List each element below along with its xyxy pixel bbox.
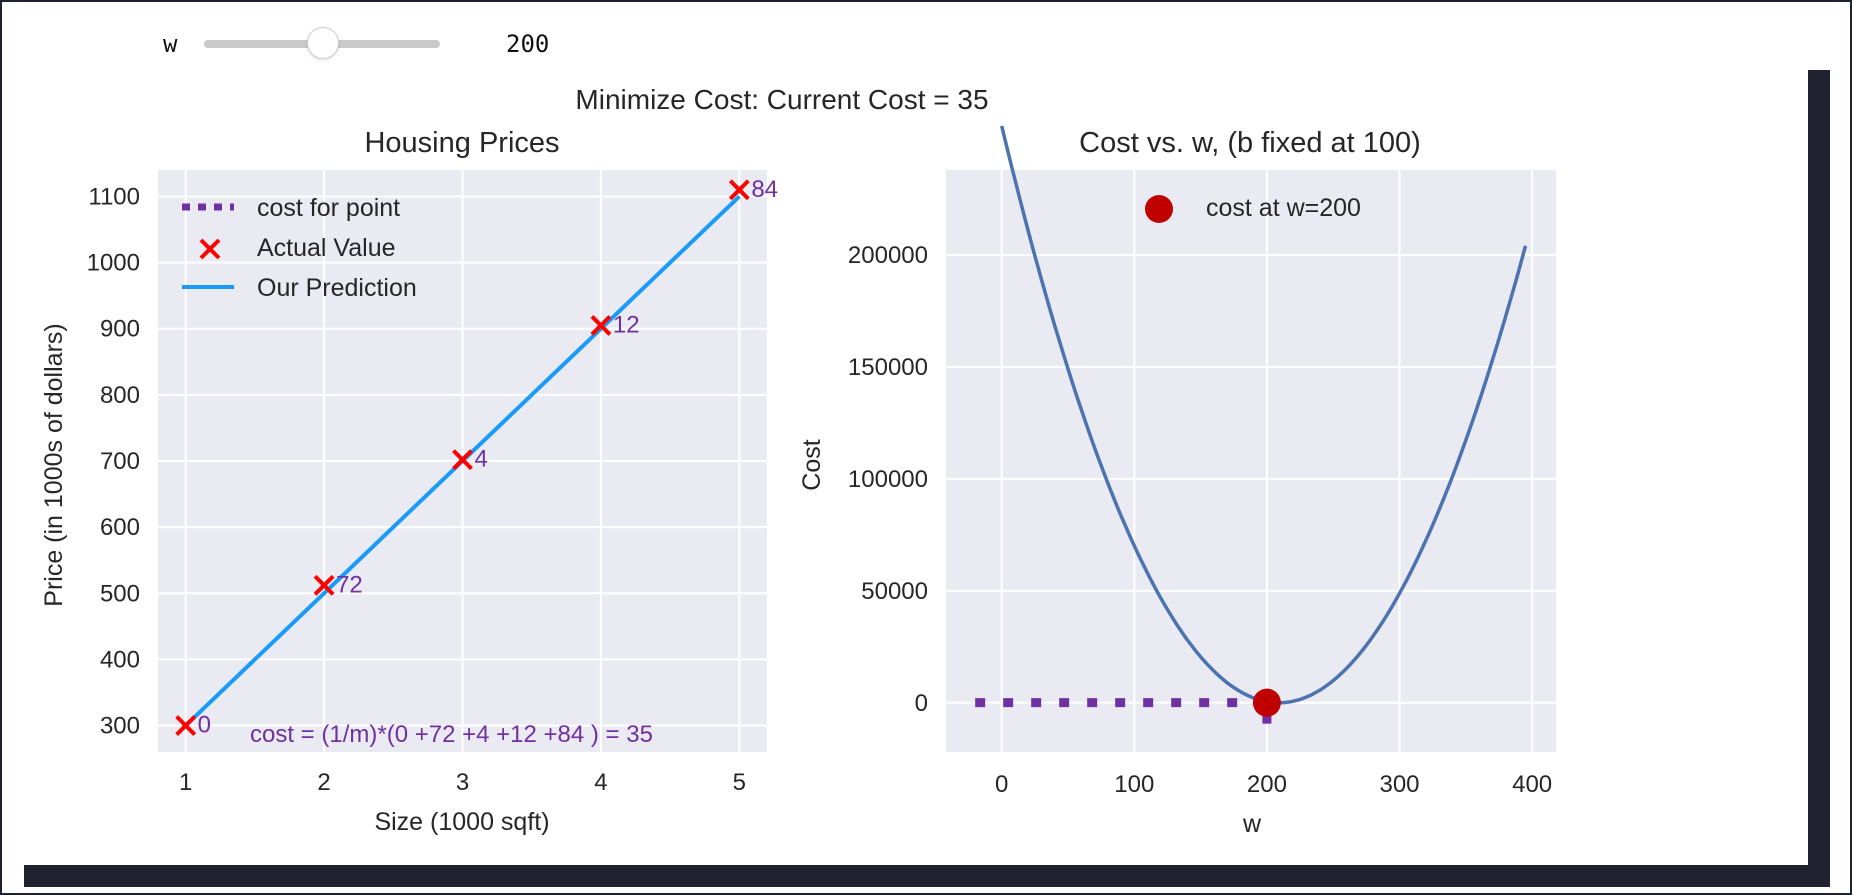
cost-legend: cost at w=200 — [1145, 194, 1361, 223]
point-cost-label: 72 — [336, 571, 363, 598]
y-tick-label: 1000 — [87, 250, 140, 277]
point-cost-labels: 0 72 4 12 84 — [198, 176, 778, 739]
x-tick-label: 300 — [1379, 771, 1419, 798]
y-tick-label: 200000 — [848, 242, 928, 269]
housing-legend: cost for point Actual Value Our Predicti… — [182, 194, 417, 302]
w-slider-widget: w 200 — [0, 10, 700, 59]
legend-prediction-label: Our Prediction — [257, 274, 417, 302]
legend-cost-point-label: cost at w=200 — [1206, 194, 1361, 222]
x-tick-label: 100 — [1114, 771, 1154, 798]
housing-y-ticks: 300 400 500 600 700 800 900 1000 1100 — [87, 183, 140, 739]
w-slider-readout: 200 — [506, 30, 550, 58]
point-cost-label: 4 — [475, 446, 488, 473]
point-cost-label: 0 — [198, 712, 211, 739]
y-tick-label: 800 — [100, 382, 140, 409]
actual-value-markers — [175, 179, 750, 736]
housing-x-ticks: 1 2 3 4 5 — [179, 769, 746, 796]
y-tick-label: 0 — [915, 690, 928, 717]
x-tick-label: 400 — [1512, 771, 1552, 798]
actual-value-marker — [728, 179, 750, 201]
cost-y-ticks: 0 50000 100000 150000 200000 — [848, 242, 928, 717]
w-slider-thumb[interactable] — [307, 27, 339, 59]
x-tick-label: 0 — [995, 771, 1008, 798]
x-tick-label: 4 — [594, 769, 607, 796]
legend-actual-label: Actual Value — [257, 234, 396, 262]
cost-grid — [946, 170, 1556, 752]
housing-ylabel: Price (in 1000s of dollars) — [40, 323, 68, 606]
legend-cost-label: cost for point — [257, 194, 400, 222]
cost-x-ticks: 0 100 200 300 400 — [995, 771, 1552, 798]
x-tick-label: 1 — [179, 769, 192, 796]
actual-value-marker — [452, 449, 473, 471]
actual-value-marker — [175, 715, 197, 736]
point-cost-label: 12 — [613, 311, 640, 338]
y-tick-label: 1100 — [88, 183, 140, 210]
y-tick-label: 400 — [100, 646, 140, 673]
cost-axes-background — [946, 170, 1556, 752]
y-tick-label: 900 — [100, 316, 140, 343]
y-tick-label: 600 — [100, 514, 140, 541]
x-tick-label: 2 — [317, 769, 330, 796]
y-tick-label: 700 — [100, 448, 140, 475]
y-tick-label: 150000 — [848, 354, 928, 381]
cost-xlabel: w — [1242, 810, 1262, 838]
cost-vs-w-axes: 0 100 200 300 400 0 50000 100000 150000 200000 C… — [798, 125, 1556, 838]
cost-point-marker — [1252, 688, 1281, 717]
y-tick-label: 100000 — [848, 466, 928, 493]
x-tick-label: 5 — [733, 769, 746, 796]
actual-value-marker — [590, 315, 612, 336]
x-tick-label: 3 — [456, 769, 469, 796]
x-tick-label: 200 — [1247, 771, 1287, 798]
cost-ylabel: Cost — [798, 439, 826, 490]
legend-actual-swatch — [199, 238, 221, 260]
housing-grid — [158, 170, 767, 752]
legend-cost-point-swatch — [1145, 195, 1173, 223]
figure-suptitle: Minimize Cost: Current Cost = 35 — [575, 84, 988, 115]
cost-formula-annotation: cost = (1/m)*(0 +72 +4 +12 +84 ) = 35 — [250, 721, 653, 748]
actual-value-marker — [313, 574, 335, 596]
y-tick-label: 50000 — [861, 578, 928, 605]
cost-guide-marker — [1262, 714, 1272, 724]
cost-title: Cost vs. w, (b fixed at 100) — [1079, 127, 1421, 159]
horizontal-scrollbar[interactable] — [24, 865, 1830, 887]
y-tick-label: 500 — [100, 580, 140, 607]
point-cost-label: 84 — [751, 176, 778, 203]
housing-xlabel: Size (1000 sqft) — [374, 808, 549, 836]
vertical-scrollbar[interactable] — [1808, 70, 1830, 870]
y-tick-label: 300 — [100, 713, 140, 740]
w-slider-label: w — [163, 30, 178, 58]
housing-title: Housing Prices — [364, 127, 559, 159]
